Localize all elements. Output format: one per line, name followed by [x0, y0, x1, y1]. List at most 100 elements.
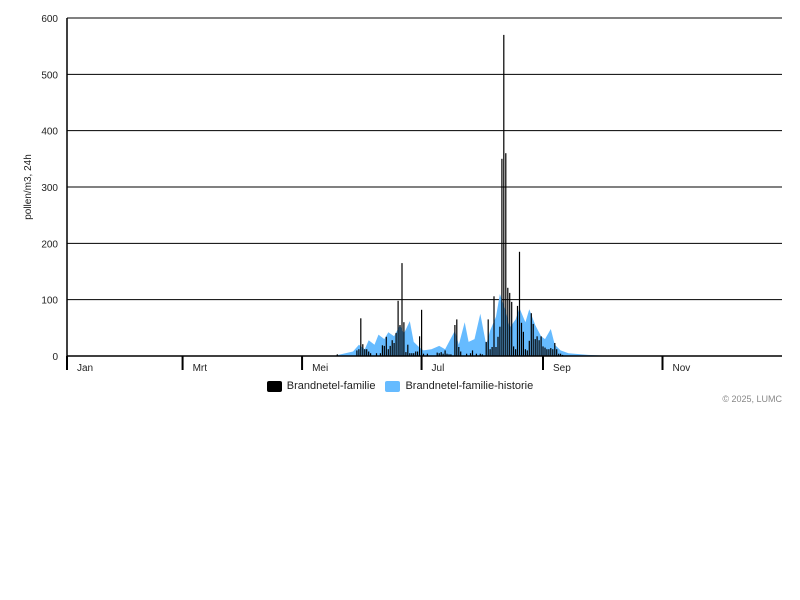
bar [532, 323, 534, 356]
bar [381, 345, 383, 356]
bar [426, 353, 428, 356]
x-tick-label: Mrt [193, 363, 208, 374]
y-tick-label: 400 [41, 127, 58, 138]
bar [356, 350, 358, 356]
legend-label: Brandnetel-familie [286, 380, 376, 392]
bar [417, 351, 419, 356]
legend-label: Brandnetel-familie-historie [405, 380, 534, 392]
bar [379, 353, 381, 356]
y-tick-label: 100 [41, 296, 58, 307]
copyright: © 2025, LUMC [722, 394, 782, 404]
bar [360, 318, 362, 356]
history-area-path [333, 294, 614, 356]
bar [448, 354, 450, 356]
bar [358, 349, 360, 356]
bar [513, 346, 515, 356]
bar [422, 353, 425, 356]
y-tick-label: 500 [41, 70, 58, 81]
legend: Brandnetel-familie Brandnetel-familie-hi… [0, 380, 800, 392]
bar [383, 345, 385, 356]
bar [540, 336, 542, 356]
bar [405, 352, 407, 356]
y-tick-label: 300 [41, 183, 58, 194]
bar [385, 336, 387, 356]
bar [550, 348, 552, 356]
bar [419, 336, 421, 356]
bar [397, 300, 399, 356]
bar [454, 325, 456, 356]
legend-swatch-blue [385, 380, 401, 392]
bar [399, 325, 401, 356]
x-tick-label: Mei [312, 363, 328, 374]
bar [518, 251, 521, 356]
bar [495, 347, 497, 356]
bar [520, 322, 523, 356]
bar [515, 349, 517, 356]
bar [391, 340, 393, 356]
bar [522, 331, 524, 356]
bar [458, 347, 460, 356]
bar [493, 296, 495, 356]
bar [368, 351, 370, 356]
bar [444, 350, 446, 356]
bar [554, 343, 556, 356]
y-axis-label: pollen/m3, 24h [23, 154, 34, 220]
y-tick-label: 200 [41, 239, 58, 250]
bar [438, 353, 440, 356]
x-tick-label: Jan [77, 363, 93, 374]
bar [501, 158, 503, 356]
bar [364, 349, 366, 356]
bar [548, 349, 550, 356]
bar [407, 344, 409, 356]
bar [552, 349, 554, 356]
bar [485, 341, 487, 356]
bar [489, 349, 491, 356]
bar [411, 353, 413, 356]
bar [499, 326, 501, 356]
x-tick-label: Jul [432, 363, 445, 374]
bar [507, 287, 509, 356]
legend-item-brandnetel-familie[interactable]: Brandnetel-familie [266, 380, 376, 392]
bar [546, 349, 548, 356]
bar [421, 309, 423, 356]
bar [440, 352, 442, 356]
bar [413, 353, 415, 356]
bar [442, 353, 444, 356]
bar [524, 349, 526, 356]
bar [456, 319, 458, 356]
bar [403, 322, 405, 356]
bar [370, 353, 372, 356]
bar [534, 339, 536, 356]
bar [366, 349, 368, 356]
y-tick-label: 0 [52, 352, 58, 363]
bar [560, 353, 562, 356]
bar [409, 353, 411, 356]
history-area [333, 294, 614, 356]
bar [497, 336, 499, 356]
bar [436, 352, 438, 356]
bar [469, 353, 472, 356]
bar [556, 349, 558, 356]
grid [67, 17, 782, 301]
bar [475, 353, 477, 356]
bar [460, 351, 462, 356]
bar [528, 340, 530, 356]
bar [395, 332, 397, 356]
bar [393, 343, 395, 356]
bar [491, 347, 493, 356]
pollen-chart: 0 100 200 300 400 500 600 Jan Mrt Mei Jul Sep Nov po… [23, 14, 782, 374]
bar [450, 354, 452, 356]
legend-swatch-black [266, 380, 282, 392]
bar [509, 292, 511, 356]
bar [526, 350, 528, 356]
bar [481, 354, 483, 356]
bar [387, 349, 389, 356]
bar [530, 313, 532, 356]
bar [505, 153, 507, 356]
bar [538, 340, 540, 356]
bar [401, 263, 403, 356]
axes: 0 100 200 300 400 500 600 Jan Mrt Mei Jul Sep Nov [41, 14, 782, 374]
x-tick-label: Nov [673, 363, 691, 374]
bar [446, 353, 448, 356]
legend-item-brandnetel-familie-historie[interactable]: Brandnetel-familie-historie [385, 380, 533, 392]
